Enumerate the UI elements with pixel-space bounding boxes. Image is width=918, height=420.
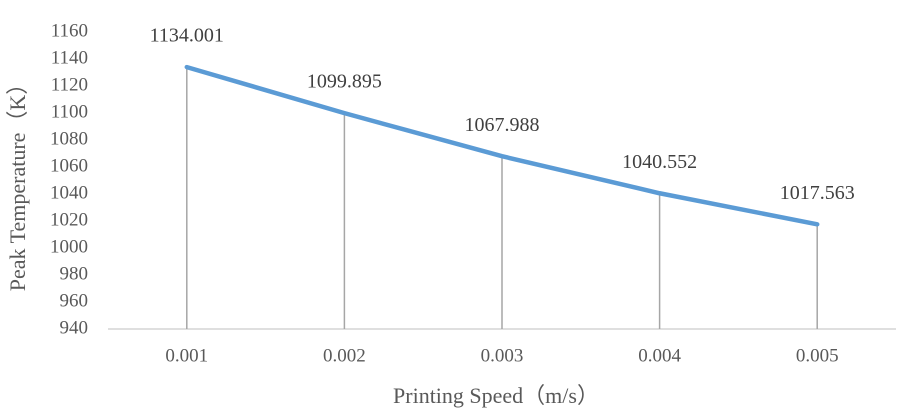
y-tick-label: 1040 xyxy=(50,182,88,203)
y-tick-label: 980 xyxy=(60,263,89,284)
x-tick-label: 0.001 xyxy=(165,345,208,366)
y-axis-title: Peak Temperature（K） xyxy=(5,73,30,292)
data-label: 1067.988 xyxy=(465,114,540,136)
x-tick-label: 0.005 xyxy=(796,345,839,366)
series-line xyxy=(184,64,820,227)
data-label: 1134.001 xyxy=(150,25,224,47)
y-tick-label: 940 xyxy=(60,317,89,338)
y-tick-label: 1080 xyxy=(50,128,88,149)
y-tick-label: 1000 xyxy=(50,236,88,257)
x-axis-title: Printing Speed（m/s） xyxy=(393,383,599,408)
x-tick-label: 0.002 xyxy=(323,345,366,366)
y-tick-label: 1120 xyxy=(51,74,88,95)
y-tick-label: 1160 xyxy=(51,20,88,41)
data-label: 1040.552 xyxy=(622,151,697,173)
y-tick-label: 1100 xyxy=(51,101,88,122)
y-tick-label: 1060 xyxy=(50,155,88,176)
y-tick-label: 1140 xyxy=(51,47,88,68)
data-label: 1017.563 xyxy=(780,182,855,204)
data-label: 1099.895 xyxy=(307,71,382,93)
x-tick-label: 0.004 xyxy=(638,345,681,366)
y-tick-label: 1020 xyxy=(50,209,88,230)
x-tick-label: 0.003 xyxy=(481,345,524,366)
y-tick-label: 960 xyxy=(60,290,89,311)
